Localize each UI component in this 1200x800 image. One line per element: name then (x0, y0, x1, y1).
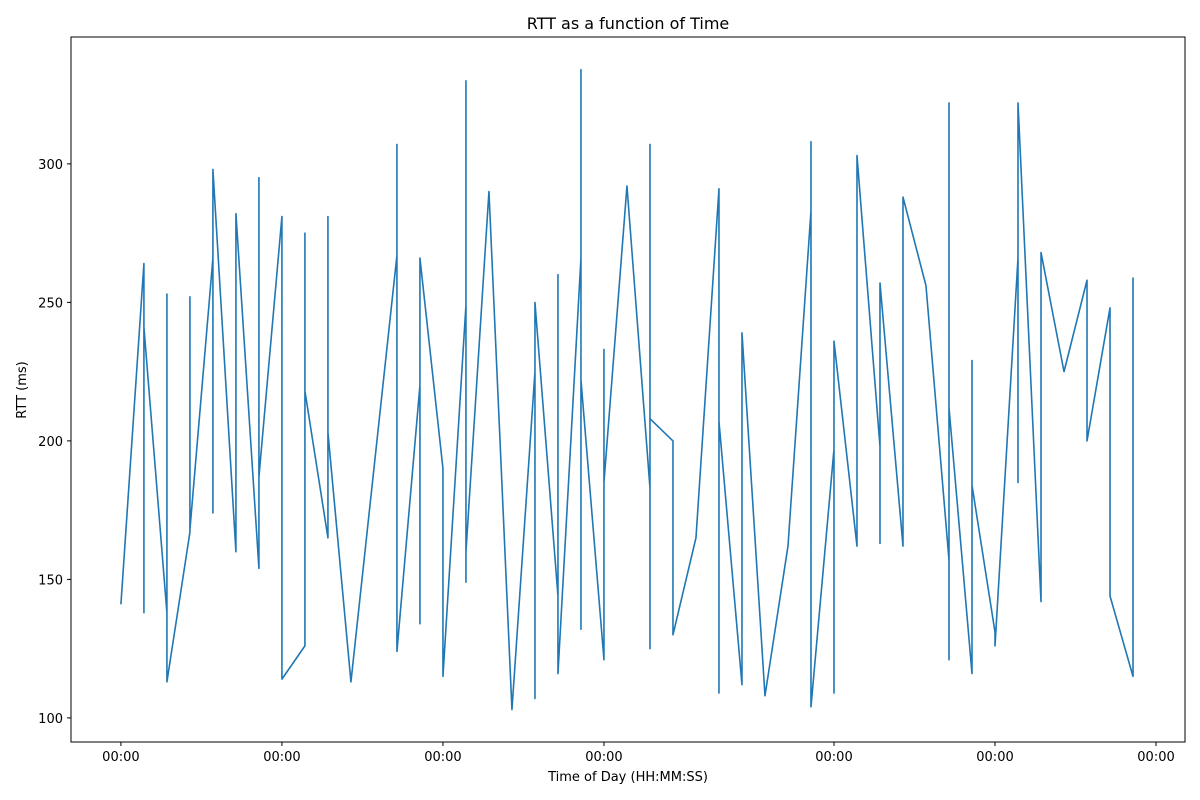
y-tick-label: 250 (38, 296, 63, 311)
x-axis-label: Time of Day (HH:MM:SS) (547, 770, 708, 785)
y-tick-label: 100 (38, 712, 63, 727)
plot-frame (70, 36, 1186, 743)
chart-title: RTT as a function of Time (527, 14, 730, 33)
x-tick-label: 00:00 (976, 750, 1013, 765)
x-tick-label: 00:00 (585, 750, 622, 765)
data-line (120, 68, 1134, 711)
x-tick-label: 00:00 (102, 750, 139, 765)
y-tick-label: 200 (38, 435, 63, 450)
x-tick-label: 00:00 (424, 750, 461, 765)
y-axis-label: RTT (ms) (15, 361, 30, 418)
x-tick-label: 00:00 (263, 750, 300, 765)
y-tick-label: 300 (38, 158, 63, 173)
x-tick-label: 00:00 (815, 750, 852, 765)
x-tick-label: 00:00 (1137, 750, 1174, 765)
y-tick-label: 150 (38, 573, 63, 588)
